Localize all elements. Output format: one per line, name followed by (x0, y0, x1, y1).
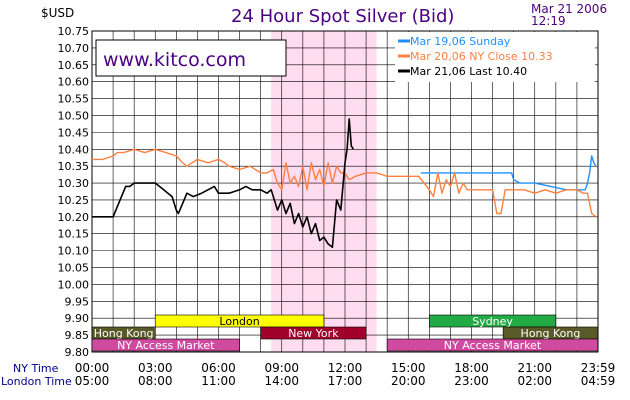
x-tick-label: 17:00 (328, 374, 363, 388)
y-tick-label: 10.60 (58, 76, 90, 89)
session-label: NY Access Market (444, 339, 542, 352)
price-series-lines (92, 118, 597, 249)
plot-border (91, 30, 599, 353)
x-tick-label: 12:00 (328, 361, 363, 375)
series-line-1 (92, 148, 597, 218)
chart-time: 12:19 (531, 14, 566, 28)
y-tick-label: 10.75 (58, 25, 90, 38)
legend-entry: Mar 21,06 Last 10.40 (410, 65, 527, 78)
x-tick-label: 20:00 (391, 374, 426, 388)
y-tick-label: 10.65 (58, 59, 90, 72)
watermark-box (95, 39, 287, 77)
chart-title: 24 Hour Spot Silver (Bid) (231, 6, 454, 27)
y-tick-label: 10.40 (58, 143, 90, 156)
y-tick-label: 9.85 (65, 329, 90, 342)
x-tick-label: 18:00 (454, 361, 489, 375)
x-tick-label: 04:59 (581, 374, 616, 388)
session-bar (91, 338, 240, 352)
session-label: London (219, 315, 259, 328)
y-tick-label: 10.45 (58, 126, 90, 139)
session-label: Hong Kong (94, 327, 154, 340)
session-bar (386, 338, 599, 352)
session-bar (260, 326, 367, 340)
legend-background (395, 32, 595, 82)
x-tick-label: 06:00 (201, 361, 236, 375)
session-label: Sydney (472, 315, 513, 328)
y-tick-label: 10.25 (58, 194, 90, 207)
session-bar (429, 314, 557, 328)
x-axis-tick-labels: NY Time 00:00 03:00 06:00 09:00 12:00 15:00 18:… (1, 361, 615, 388)
y-tick-label: 10.35 (58, 160, 90, 173)
watermark-text: www.kitco.com (103, 49, 246, 71)
y-tick-label: 9.90 (65, 312, 90, 325)
y-tick-label: 10.05 (58, 262, 90, 275)
session-label: Hong Kong (521, 327, 581, 340)
session-label: NY Access Market (117, 339, 215, 352)
series-line-2 (92, 118, 355, 249)
session-label: New York (288, 327, 339, 340)
session-bar (154, 314, 325, 328)
chart-legend: Mar 19,06 Sunday Mar 20,06 NY Close 10.33… (395, 32, 595, 82)
x-tick-label: 23:00 (454, 374, 489, 388)
y-axis-label: $USD (41, 6, 74, 20)
y-tick-label: 10.15 (58, 228, 90, 241)
chart-date: Mar 21 2006 (531, 2, 607, 16)
y-tick-label: 10.00 (58, 278, 90, 291)
x-tick-label: 23:59 (581, 361, 616, 375)
x-tick-label: 09:00 (264, 361, 299, 375)
y-tick-label: 9.95 (65, 295, 90, 308)
x-tick-label: 15:00 (391, 361, 426, 375)
series-line-0 (420, 155, 597, 191)
x-tick-label: 14:00 (264, 374, 299, 388)
x-tick-label: 11:00 (201, 374, 236, 388)
y-tick-label: 10.20 (58, 211, 90, 224)
y-axis-tick-labels: 10.75 10.70 10.65 10.60 10.55 10.50 10.45 10.40… (58, 25, 90, 359)
x-axis-row-label: NY Time (13, 362, 59, 375)
y-tick-label: 10.10 (58, 245, 90, 258)
x-axis-row-label: London Time (1, 375, 72, 388)
legend-entry: Mar 20,06 NY Close 10.33 (410, 50, 553, 63)
legend-entry: Mar 19,06 Sunday (410, 35, 511, 48)
y-tick-label: 10.70 (58, 42, 90, 55)
x-tick-label: 02:00 (517, 374, 552, 388)
y-tick-label: 9.80 (65, 346, 90, 359)
y-tick-label: 10.55 (58, 93, 90, 106)
x-tick-label: 03:00 (138, 361, 173, 375)
y-tick-label: 10.30 (58, 177, 90, 190)
x-tick-label: 05:00 (75, 374, 110, 388)
y-tick-label: 10.50 (58, 109, 90, 122)
x-tick-label: 21:00 (517, 361, 552, 375)
x-tick-label: 00:00 (75, 361, 110, 375)
x-tick-label: 08:00 (138, 374, 173, 388)
